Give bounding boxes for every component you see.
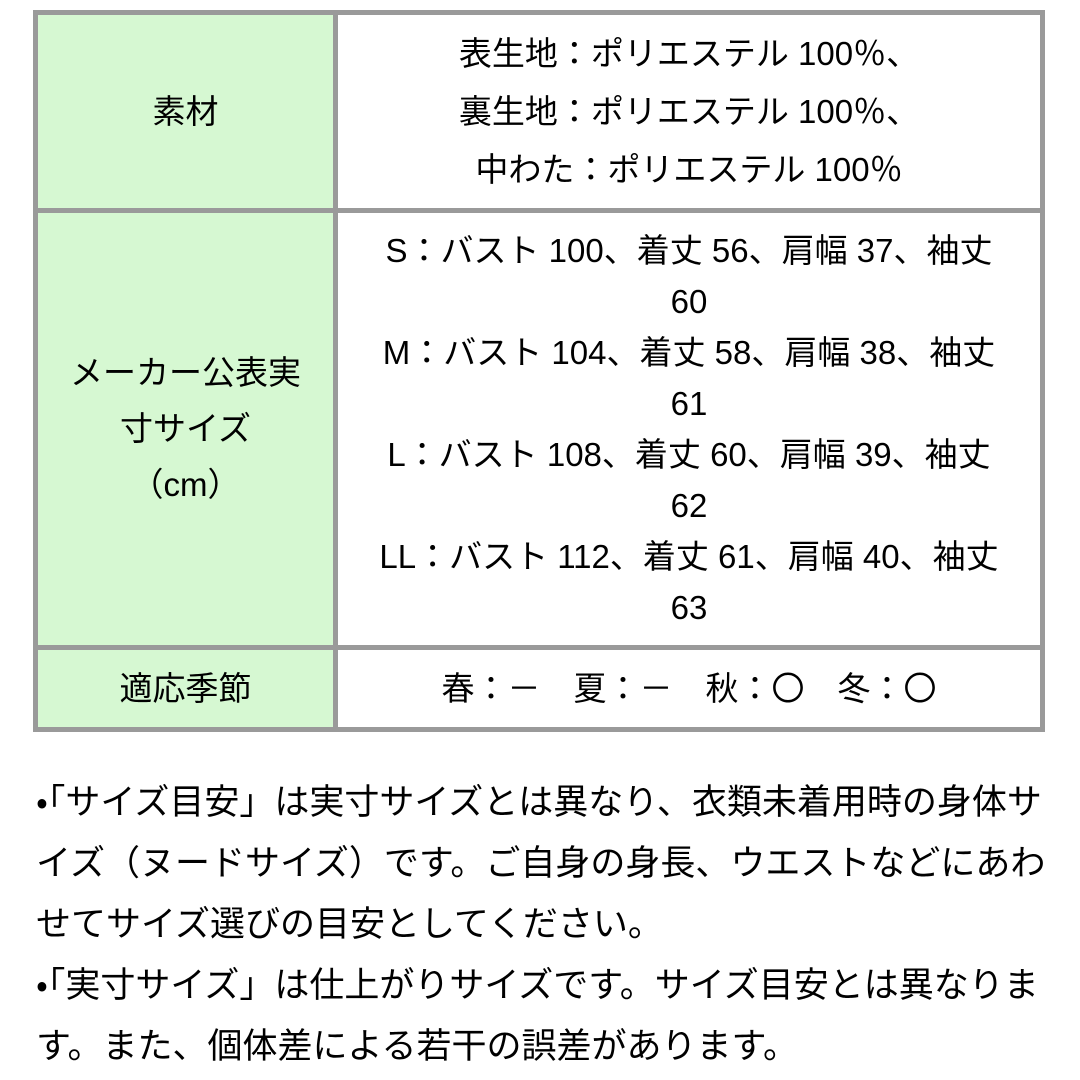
note-size-guide: ・「サイズ目安」は実寸サイズとは異なり、衣類未着用時の身体サイズ（ヌードサイズ）… [36,783,1046,944]
row-value-material: 表生地：ポリエステル 100％、 裏生地：ポリエステル 100％、 中わた：ポリ… [333,10,1045,213]
row-header-season: 適応季節 [33,645,338,732]
table-row-season: 適応季節 春：－ 夏：－ 秋：〇 冬：〇 [33,645,1045,732]
table-row-manufacturer-sizes: メーカー公表実 寸サイズ （cm） S：バスト 100、着丈 56、肩幅 37、… [33,208,1045,650]
note-actual-size: ・「実寸サイズ」は仕上がりサイズです。サイズ目安とは異なります。また、個体差によ… [36,966,1039,1066]
row-value-manufacturer-sizes: S：バスト 100、着丈 56、肩幅 37、袖丈 60 M：バスト 104、着丈… [333,208,1045,650]
table-row-material: 素材 表生地：ポリエステル 100％、 裏生地：ポリエステル 100％、 中わた… [33,10,1045,213]
spec-table: 素材 表生地：ポリエステル 100％、 裏生地：ポリエステル 100％、 中わた… [33,10,1045,732]
row-header-material: 素材 [33,10,338,213]
row-header-manufacturer-sizes: メーカー公表実 寸サイズ （cm） [33,208,338,650]
notes-section: ・「サイズ目安」は実寸サイズとは異なり、衣類未着用時の身体サイズ（ヌードサイズ）… [36,772,1048,1077]
row-value-season: 春：－ 夏：－ 秋：〇 冬：〇 [333,645,1045,732]
